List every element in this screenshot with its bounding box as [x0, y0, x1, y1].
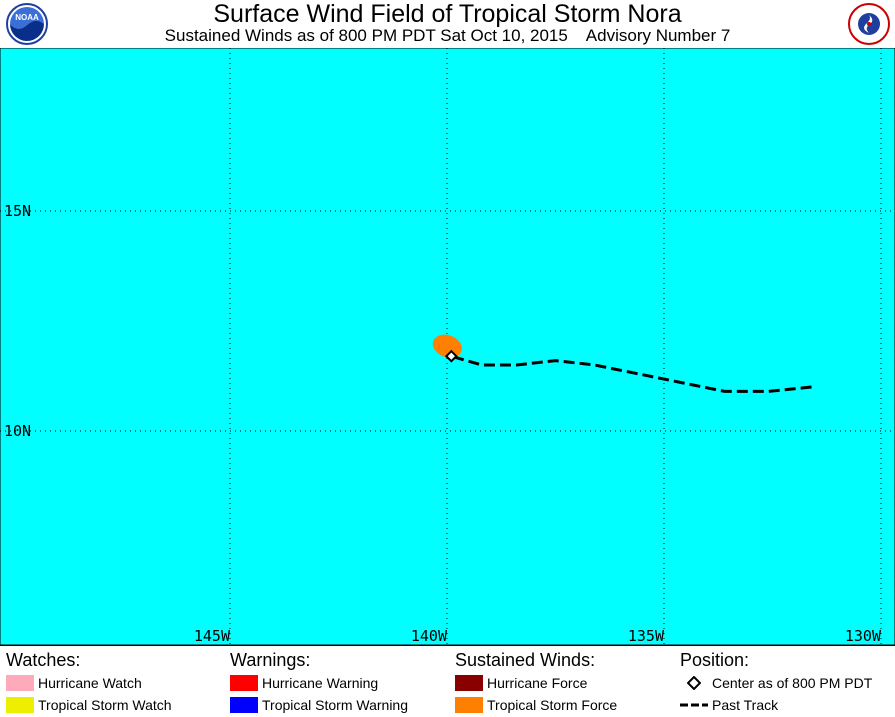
page-subtitle: Sustained Winds as of 800 PM PDT Sat Oct… [164, 26, 731, 45]
legend: Watches: Hurricane Watch Tropical Storm … [0, 645, 895, 717]
legend-item-past-track: Past Track [680, 694, 872, 716]
longitude-label: 135W [628, 627, 665, 645]
legend-item-tropical-storm-warning: Tropical Storm Warning [230, 694, 408, 716]
wind-field-map: 145W 140W 135W 130W 15N 10N [0, 47, 895, 646]
tropical-storm-force-wind-field [432, 334, 462, 358]
latitude-label: 15N [4, 202, 31, 220]
center-diamond-icon [680, 675, 708, 691]
tropical-storm-watch-swatch [6, 697, 34, 713]
past-track-line [450, 354, 812, 393]
legend-item-tropical-storm-force: Tropical Storm Force [455, 694, 617, 716]
latitude-label: 10N [4, 422, 31, 440]
tropical-storm-warning-swatch [230, 697, 258, 713]
svg-text:NOAA: NOAA [15, 13, 39, 22]
longitude-label: 140W [411, 627, 448, 645]
hurricane-warning-label: Hurricane Warning [262, 675, 379, 691]
legend-item-hurricane-warning: Hurricane Warning [230, 672, 408, 694]
storm-center-marker [444, 349, 458, 363]
legend-watches: Watches: Hurricane Watch Tropical Storm … [6, 650, 172, 716]
past-track-icon [680, 697, 708, 713]
center-label: Center as of 800 PM PDT [712, 675, 873, 691]
longitude-label: 130W [845, 627, 882, 645]
map-header: NOAA Surface Wind Field of Tropical Stor… [0, 0, 895, 48]
map-canvas: 145W 140W 135W 130W 15N 10N [0, 47, 895, 646]
noaa-logo: NOAA [6, 3, 48, 45]
hurricane-watch-label: Hurricane Watch [38, 675, 142, 691]
tropical-storm-force-swatch [455, 697, 483, 713]
tropical-storm-warning-label: Tropical Storm Warning [262, 697, 409, 713]
legend-position: Position: Center as of 800 PM PDT Past T… [680, 650, 872, 716]
hurricane-watch-swatch [6, 675, 34, 691]
hurricane-force-label: Hurricane Force [487, 675, 588, 691]
legend-item-hurricane-watch: Hurricane Watch [6, 672, 172, 694]
legend-heading-warnings: Warnings: [230, 650, 311, 670]
legend-item-tropical-storm-watch: Tropical Storm Watch [6, 694, 172, 716]
nws-logo [848, 3, 890, 45]
hurricane-force-swatch [455, 675, 483, 691]
legend-sustained-winds: Sustained Winds: Hurricane Force Tropica… [455, 650, 617, 716]
legend-warnings: Warnings: Hurricane Warning Tropical Sto… [230, 650, 408, 716]
hurricane-warning-swatch [230, 675, 258, 691]
tropical-storm-force-label: Tropical Storm Force [487, 697, 618, 713]
page-title: Surface Wind Field of Tropical Storm Nor… [213, 0, 682, 28]
past-track-label: Past Track [712, 697, 779, 713]
legend-heading-watches: Watches: [6, 650, 81, 670]
legend-item-hurricane-force: Hurricane Force [455, 672, 617, 694]
legend-item-center: Center as of 800 PM PDT [680, 672, 872, 694]
tropical-storm-watch-label: Tropical Storm Watch [38, 697, 172, 713]
longitude-label: 145W [194, 627, 231, 645]
legend-heading-position: Position: [680, 650, 750, 670]
legend-heading-winds: Sustained Winds: [455, 650, 596, 670]
